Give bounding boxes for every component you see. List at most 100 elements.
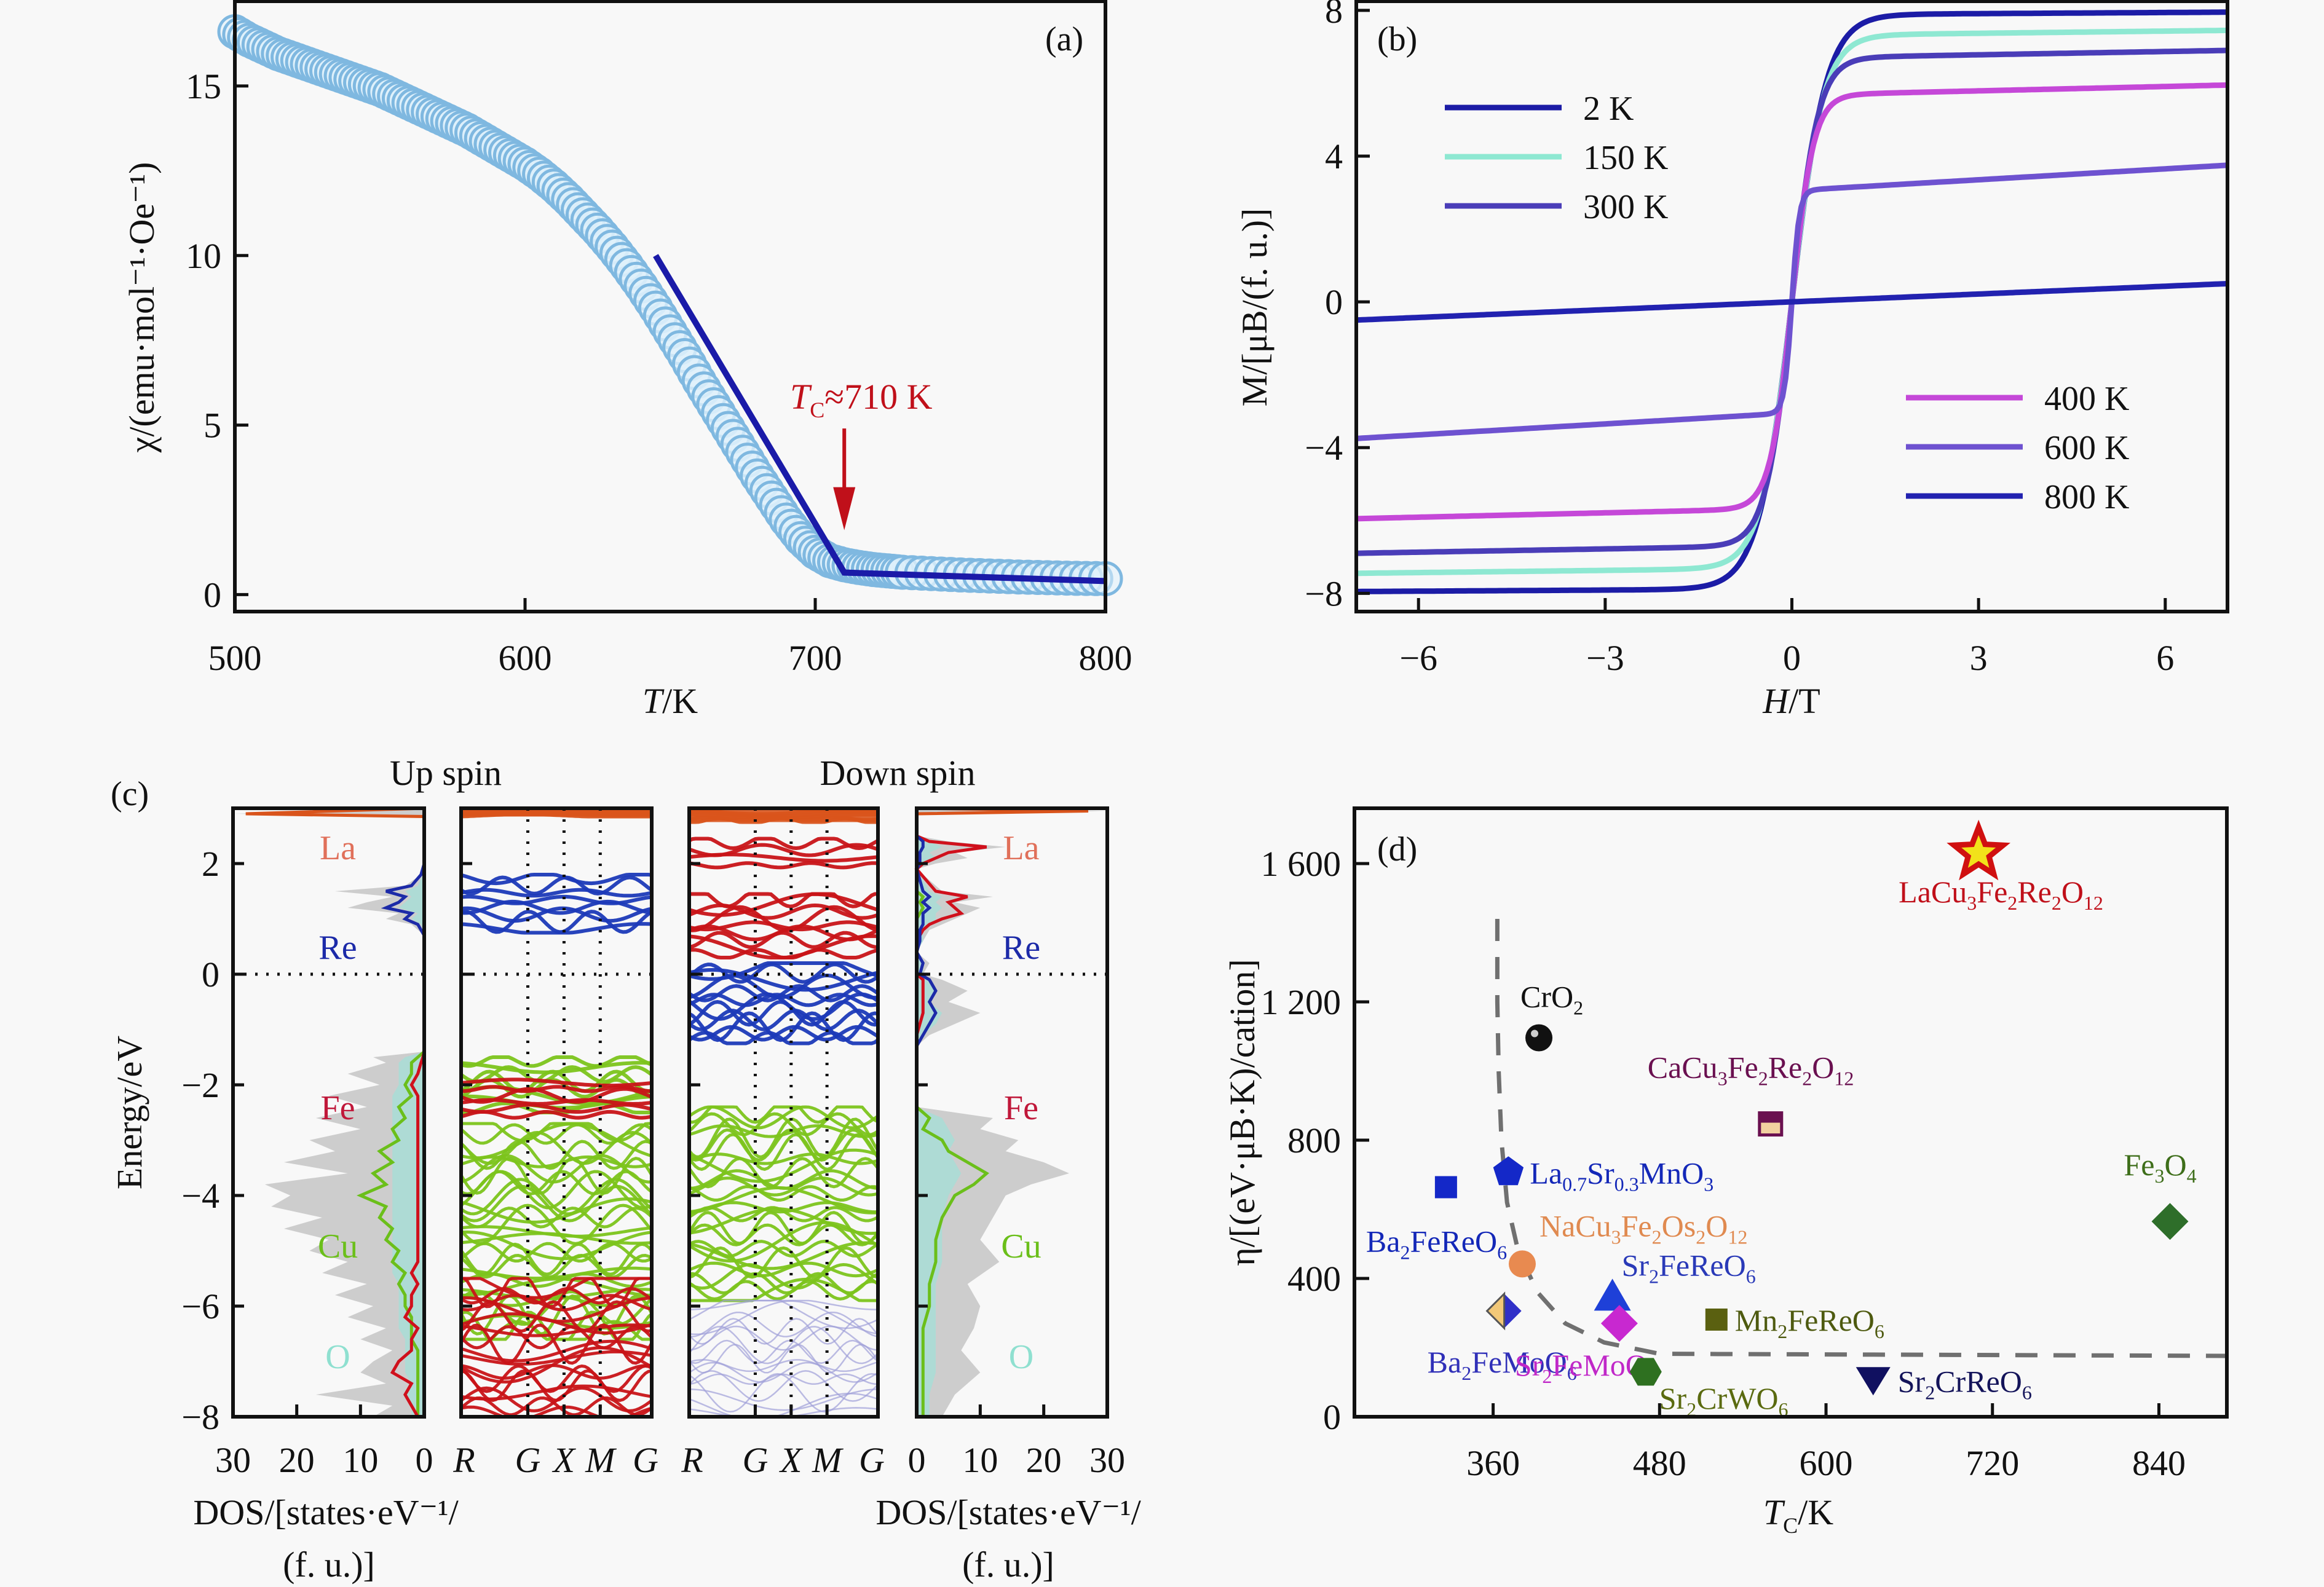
diamond-marker bbox=[1600, 1305, 1638, 1342]
hexagon-marker bbox=[1629, 1358, 1662, 1386]
legend-label: 600 K bbox=[2044, 429, 2129, 467]
legend-label: 2 K bbox=[1583, 90, 1634, 128]
label-text: Re bbox=[2017, 875, 2052, 909]
fit-line bbox=[653, 254, 1106, 585]
tc-annotation: TC≈710 K bbox=[790, 377, 933, 530]
label-text: Sr bbox=[1587, 1156, 1615, 1190]
dos-down-xlabel-line1: DOS/[states·eV⁻¹/ bbox=[875, 1492, 1141, 1532]
band-o bbox=[689, 1299, 878, 1310]
band-fe bbox=[461, 1294, 652, 1312]
data-point-la07sr03mno3: La0.7Sr0.3MnO3 bbox=[1493, 1156, 1713, 1195]
label-text: MnO bbox=[1639, 1156, 1704, 1190]
panel-a-ylabel: χ/(emu·mol⁻¹·Oe⁻¹) bbox=[122, 162, 162, 454]
band-cu bbox=[689, 1124, 878, 1138]
band-cu bbox=[689, 1272, 878, 1295]
band-cu bbox=[461, 1184, 652, 1223]
label-subscript: 0.7 bbox=[1562, 1173, 1587, 1195]
dos-up-xtick-label: 10 bbox=[342, 1440, 378, 1480]
dos-down-xtick-label: 0 bbox=[908, 1440, 926, 1480]
label-text: NaCu bbox=[1539, 1208, 1611, 1243]
legend-label: 150 K bbox=[1583, 139, 1668, 177]
band-re bbox=[461, 910, 652, 934]
label-text: O bbox=[1705, 1208, 1728, 1243]
band-re bbox=[689, 992, 878, 1021]
tc-annotation-symbol: T bbox=[790, 377, 812, 417]
kpoint-label-x: X bbox=[779, 1440, 804, 1480]
data-point-sr2fereo6: Sr2FeReO6 bbox=[1594, 1248, 1756, 1311]
band-cu bbox=[461, 1178, 652, 1216]
panel-a-xtick-label: 800 bbox=[1079, 638, 1132, 678]
element-label-cu: Cu bbox=[1001, 1227, 1041, 1266]
panel-a-frame bbox=[233, 0, 1107, 613]
band-cu bbox=[461, 1242, 652, 1263]
panel-b-legend: 2 K 150 K 300 K 400 K 600 K 800 K bbox=[1445, 90, 2129, 516]
label-subscript: 6 bbox=[1567, 1362, 1577, 1384]
point-label: Ba2FeMoO6 bbox=[1428, 1345, 1577, 1384]
legend-item: 400 K bbox=[1906, 380, 2129, 418]
band-fe bbox=[461, 1339, 652, 1363]
element-label-la: La bbox=[320, 829, 356, 867]
data-point-sr2crreo6: Sr2CrReO6 bbox=[1856, 1364, 2032, 1403]
tc-annotation-text: TC≈710 K bbox=[790, 377, 933, 422]
band-fe_lower bbox=[689, 931, 878, 949]
point-label: La0.7Sr0.3MnO3 bbox=[1530, 1156, 1713, 1195]
band-fe_upper bbox=[689, 837, 878, 851]
label-text: Sr bbox=[1659, 1381, 1687, 1416]
band-la-block bbox=[689, 808, 878, 822]
band-fe_lower bbox=[689, 892, 878, 917]
half-square-fill bbox=[1759, 1112, 1782, 1123]
dos-up-xlabel-line2: (f. u.)] bbox=[283, 1545, 375, 1585]
kpoint-label-x: X bbox=[552, 1440, 577, 1480]
panel-d-frame bbox=[1353, 806, 2229, 1419]
label-text: CrReO bbox=[1935, 1364, 2022, 1398]
panel-c-ytick-label: −8 bbox=[181, 1397, 219, 1437]
label-text: Sr bbox=[1898, 1364, 1926, 1398]
data-point-nacu3fe2os2o12: NaCu3Fe2Os2O12 bbox=[1508, 1208, 1747, 1278]
panel-c-ytick-label: −2 bbox=[181, 1065, 219, 1105]
point-label: Sr2CrReO6 bbox=[1898, 1364, 2032, 1403]
band-re bbox=[689, 963, 878, 984]
legend-item: 300 K bbox=[1445, 188, 1668, 226]
band-cu bbox=[689, 1262, 878, 1290]
panel-b-xtick-label: −6 bbox=[1399, 638, 1437, 678]
point-label: Sr2CrWO6 bbox=[1659, 1381, 1788, 1420]
band-cu bbox=[461, 1225, 652, 1238]
label-subscript: 4 bbox=[2187, 1165, 2197, 1187]
band-cu bbox=[461, 1310, 652, 1341]
band-fe bbox=[461, 1277, 652, 1299]
band-fe bbox=[461, 1396, 652, 1417]
diamond-marker bbox=[2151, 1203, 2189, 1240]
kpoint-label-g: G bbox=[743, 1440, 769, 1480]
band-lines bbox=[461, 808, 652, 1417]
panel-a-plot-area bbox=[217, 14, 1123, 596]
sphere-marker bbox=[1525, 1024, 1553, 1052]
data-point-ba2femoo6: Ba2FeMoO6 bbox=[1428, 1291, 1577, 1384]
dos-up-xtick-label: 20 bbox=[279, 1440, 315, 1480]
band-fe_upper bbox=[689, 861, 878, 870]
half-diamond-left bbox=[1485, 1291, 1506, 1331]
star-marker bbox=[1947, 819, 2010, 881]
panel-b-ticks: −6 −3 0 3 6 −8 −4 0 4 8 bbox=[1305, 0, 2174, 678]
label-text: FeReO bbox=[1787, 1303, 1875, 1337]
label-subscript: 0.3 bbox=[1615, 1173, 1639, 1195]
panel-d-ytick-label: 800 bbox=[1287, 1120, 1341, 1160]
label-subscript: 2 bbox=[2052, 892, 2061, 914]
label-subscript: 6 bbox=[1875, 1320, 1884, 1342]
element-label-fe: Fe bbox=[1004, 1089, 1038, 1127]
band-cu bbox=[689, 1280, 878, 1301]
panel-d-xtick-label: 840 bbox=[2132, 1443, 2186, 1483]
label-text: Sr bbox=[1622, 1248, 1650, 1282]
half-diamond-right bbox=[1504, 1293, 1522, 1328]
band-re bbox=[689, 1025, 878, 1042]
band-cu bbox=[689, 1261, 878, 1278]
point-label: Fe3O4 bbox=[2124, 1148, 2197, 1187]
point-label: Mn2FeReO6 bbox=[1735, 1303, 1884, 1342]
panel-d-xtick-label: 480 bbox=[1633, 1443, 1686, 1483]
label-subscript: 2 bbox=[1461, 1362, 1471, 1384]
band-lines bbox=[689, 808, 878, 1417]
dos-total-area bbox=[917, 808, 1107, 1417]
panel-d-ticks: 360 480 600 720 840 0 400 800 1 200 1 600 bbox=[1261, 844, 2186, 1483]
kpoint-label-r: R bbox=[681, 1440, 703, 1480]
